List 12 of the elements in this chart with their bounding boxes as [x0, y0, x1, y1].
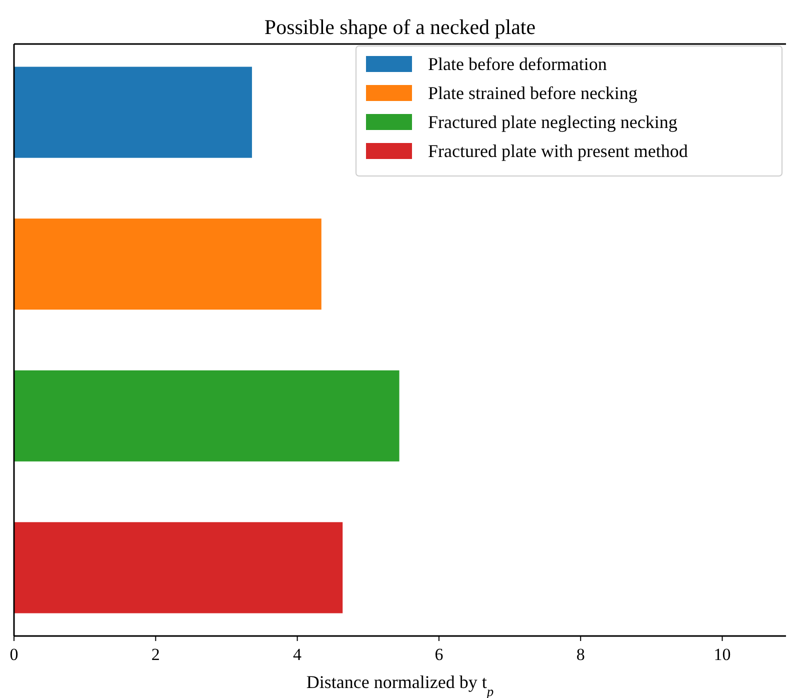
chart-title: Possible shape of a necked plate	[264, 15, 536, 39]
x-tick-label: 8	[576, 645, 585, 664]
legend-label: Plate before deformation	[428, 54, 607, 74]
legend-label: Fractured plate with present method	[428, 141, 688, 161]
x-tick-label: 2	[151, 645, 160, 664]
x-tick-label: 0	[10, 645, 18, 664]
legend-label: Fractured plate neglecting necking	[428, 112, 678, 132]
x-tick-label: 6	[434, 645, 444, 664]
legend-label: Plate strained before necking	[428, 83, 638, 103]
x-tick-label: 10	[714, 645, 731, 664]
x-axis-title: Distance normalized by t$_{p}$	[306, 672, 494, 698]
x-tick-label: 4	[293, 645, 302, 664]
